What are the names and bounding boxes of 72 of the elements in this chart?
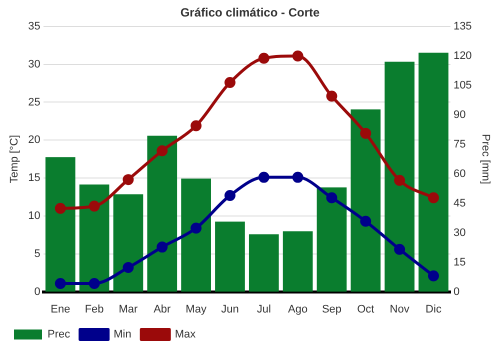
x-tick-label: Feb: [84, 303, 104, 316]
y2-tick-label: 120: [453, 50, 472, 62]
x-tick-label: Abr: [154, 303, 172, 316]
bar: [282, 231, 313, 292]
bar: [45, 157, 76, 292]
point: [258, 172, 270, 183]
point: [122, 174, 134, 186]
point: [326, 90, 338, 102]
y-tick-label: 25: [28, 96, 40, 108]
y-tick-label: 10: [28, 210, 40, 222]
legend-label: Prec: [48, 328, 71, 341]
x-tick-label: Jun: [221, 303, 239, 316]
x-tick-label: May: [186, 303, 207, 316]
y-tick-label: 15: [28, 172, 40, 184]
legend-label: Max: [174, 328, 196, 341]
y-axis-title: Temp [°C]: [8, 134, 21, 184]
point: [88, 200, 100, 212]
point: [292, 50, 304, 62]
y2-tick-label: 0: [453, 286, 460, 298]
y2-tick-label: 135: [453, 20, 472, 32]
y2-tick-label: 90: [453, 108, 466, 121]
y-tick-label: 20: [28, 134, 40, 146]
chart-title: Gráfico climático - Corte: [180, 6, 320, 20]
point: [326, 192, 338, 204]
point: [54, 202, 66, 214]
point: [394, 174, 406, 186]
bar: [248, 234, 279, 292]
point: [156, 145, 168, 156]
point: [122, 262, 134, 274]
y2-tick-label: 30: [453, 226, 466, 239]
point: [54, 278, 66, 289]
point: [428, 270, 439, 282]
bar: [384, 62, 414, 292]
y2-tick-label: 45: [453, 197, 466, 210]
point: [224, 77, 236, 88]
y-tick-label: 5: [34, 248, 40, 260]
x-tick-label: Mar: [118, 303, 138, 316]
point: [428, 192, 439, 204]
bar: [113, 194, 144, 292]
point: [360, 216, 372, 227]
y-tick-label: 0: [34, 286, 40, 298]
y-tick-label: 35: [28, 20, 40, 32]
bar: [215, 222, 245, 292]
x-tick-label: Oct: [357, 303, 374, 316]
x-tick-label: Dic: [426, 303, 442, 316]
y-tick-label: 30: [28, 58, 40, 70]
point: [190, 120, 202, 132]
bar: [316, 187, 347, 292]
point: [394, 244, 406, 255]
bar: [79, 184, 110, 292]
y2-tick-label: 60: [453, 168, 466, 180]
bar: [418, 52, 448, 292]
bar: [350, 109, 381, 292]
y2-axis-title: Prec [mm]: [479, 134, 492, 184]
x-tick-label: Jul: [256, 303, 271, 316]
point: [224, 190, 236, 201]
y2-tick-label: 105: [453, 79, 472, 92]
y2-tick-label: 75: [453, 138, 466, 150]
y2-tick-label: 15: [453, 256, 466, 268]
point: [156, 242, 168, 253]
point: [360, 128, 372, 139]
bar: [181, 178, 211, 292]
point: [292, 172, 304, 183]
x-tick-label: Ene: [50, 303, 70, 316]
point: [190, 222, 202, 234]
bar: [147, 136, 178, 292]
legend-label: Min: [114, 328, 132, 341]
x-tick-label: Ago: [288, 303, 308, 316]
point: [88, 278, 100, 289]
x-tick-label: Nov: [390, 303, 410, 316]
point: [258, 52, 270, 64]
x-tick-label: Sep: [322, 303, 342, 316]
